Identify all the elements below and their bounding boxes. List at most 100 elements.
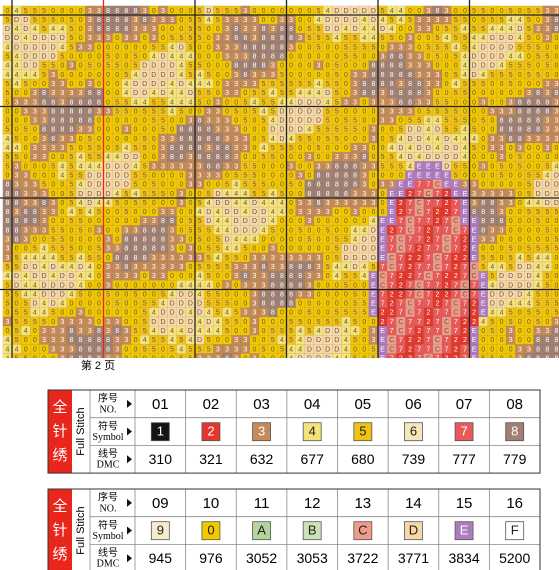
stitch-symbol: 8: [79, 337, 83, 344]
stitch-symbol: D: [41, 35, 46, 42]
stitch-symbol: D: [353, 8, 358, 15]
stitch-symbol: 0: [317, 54, 321, 61]
stitch-symbol: 5: [152, 346, 156, 353]
stitch-symbol: 0: [545, 72, 549, 79]
stitch-symbol: 4: [33, 72, 37, 79]
stitch-symbol: 5: [15, 136, 19, 143]
stitch-symbol: 8: [554, 17, 558, 24]
stitch-symbol: 3: [15, 163, 19, 170]
stitch-symbol: D: [14, 35, 19, 42]
stitch-symbol: D: [23, 26, 28, 33]
stitch-symbol: D: [206, 8, 211, 15]
stitch-cell: [323, 363, 332, 372]
stitch-symbol: 5: [554, 301, 558, 308]
stitch-symbol: 5: [51, 63, 55, 70]
stitch-symbol: D: [41, 54, 46, 61]
stitch-symbol: 3: [518, 145, 522, 152]
stitch-symbol: 5: [472, 145, 476, 152]
stitch-symbol: D: [444, 145, 449, 152]
stitch-symbol: C: [435, 255, 440, 262]
stitch-symbol: 8: [554, 346, 558, 353]
stitch-symbol: 7: [417, 191, 421, 198]
stitch-symbol: D: [252, 200, 257, 207]
stitch-symbol: D: [517, 273, 522, 280]
stitch-symbol: 4: [243, 191, 247, 198]
stitch-symbol: 0: [445, 81, 449, 88]
stitch-symbol: 2: [463, 337, 467, 344]
stitch-symbol: 4: [170, 54, 174, 61]
stitch-symbol: 0: [51, 172, 55, 179]
stitch-symbol: 3: [134, 227, 138, 234]
stitch-symbol: 0: [106, 99, 110, 106]
stitch-cell: [305, 363, 314, 372]
stitch-symbol: 3: [509, 99, 513, 106]
stitch-symbol: 8: [70, 108, 74, 115]
stitch-symbol: 3: [51, 145, 55, 152]
stitch-symbol: 7: [426, 182, 430, 189]
stitch-symbol: 0: [134, 108, 138, 115]
stitch-symbol: 3: [362, 172, 366, 179]
stitch-symbol: 5: [207, 273, 211, 280]
stitch-symbol: C: [389, 255, 394, 262]
stitch-symbol: 0: [271, 8, 275, 15]
stitch-symbol: 5: [15, 255, 19, 262]
stitch-symbol: 7: [417, 346, 421, 353]
stitch-cell: [232, 363, 241, 372]
stitch-symbol: 8: [161, 227, 165, 234]
stitch-cell: [259, 363, 268, 372]
stitch-symbol: 5: [106, 63, 110, 70]
stitch-symbol: 5: [60, 54, 64, 61]
stitch-symbol: 3: [253, 17, 257, 24]
stitch-symbol: 0: [115, 72, 119, 79]
stitch-symbol: D: [453, 145, 458, 152]
stitch-symbol: 8: [326, 172, 330, 179]
stitch-symbol: 5: [298, 319, 302, 326]
stitch-symbol: 4: [289, 346, 293, 353]
stitch-symbol: 0: [42, 172, 46, 179]
stitch-symbol: 4: [280, 337, 284, 344]
stitch-symbol: 3: [554, 365, 558, 372]
stitch-symbol: 2: [445, 365, 449, 372]
stitch-symbol: C: [444, 237, 449, 244]
stitch-symbol: 0: [518, 200, 522, 207]
stitch-symbol: 3: [24, 237, 28, 244]
stitch-symbol: 5: [271, 337, 275, 344]
stitch-symbol: 3: [225, 136, 229, 143]
stitch-symbol: 0: [500, 246, 504, 253]
stitch-symbol: 3: [307, 291, 311, 298]
stitch-symbol: 0: [344, 90, 348, 97]
stitch-symbol: 3: [472, 200, 476, 207]
stitch-symbol: 4: [106, 154, 110, 161]
stitch-symbol: 3: [289, 17, 293, 24]
stitch-symbol: 5: [344, 282, 348, 289]
stitch-symbol: 3: [79, 310, 83, 317]
stitch-symbol: 5: [198, 26, 202, 33]
stitch-symbol: 7: [417, 273, 421, 280]
stitch-symbol: 4: [490, 26, 494, 33]
stitch-symbol: 5: [545, 301, 549, 308]
stitch-symbol: 0: [326, 310, 330, 317]
stitch-symbol: 0: [134, 136, 138, 143]
stitch-symbol: 3: [500, 227, 504, 234]
stitch-symbol: 0: [527, 319, 531, 326]
stitch-symbol: 3: [24, 227, 28, 234]
stitch-symbol: 5: [70, 163, 74, 170]
stitch-symbol: 4: [280, 200, 284, 207]
stitch-symbol: 0: [188, 365, 192, 372]
stitch-symbol: 0: [399, 26, 403, 33]
stitch-symbol: 8: [97, 337, 101, 344]
stitch-symbol: 3: [24, 200, 28, 207]
stitch-symbol: 5: [426, 44, 430, 51]
stitch-symbol: D: [206, 209, 211, 216]
stitch-symbol: 3: [243, 136, 247, 143]
stitch-symbol: 8: [326, 182, 330, 189]
stitch-symbol: 4: [152, 90, 156, 97]
stitch-symbol: 5: [344, 237, 348, 244]
stitch-symbol: 3: [24, 172, 28, 179]
stitch-symbol: 0: [134, 310, 138, 317]
stitch-symbol: 0: [490, 90, 494, 97]
stitch-symbol: 0: [289, 227, 293, 234]
stitch-symbol: D: [32, 54, 37, 61]
stitch-symbol: 0: [88, 227, 92, 234]
stitch-symbol: 5: [70, 172, 74, 179]
